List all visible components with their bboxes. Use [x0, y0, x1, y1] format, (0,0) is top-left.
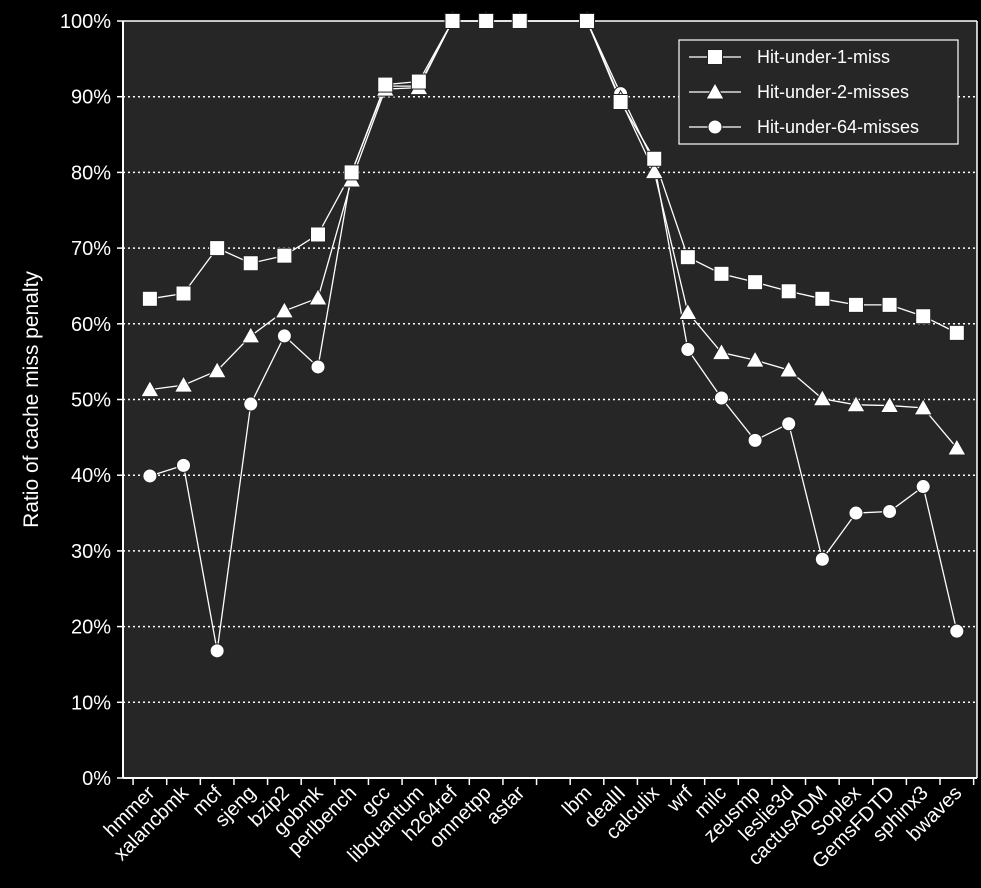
y-axis-label: Ratio of cache miss penalty [20, 271, 43, 528]
data-point-square [915, 308, 932, 325]
y-tick-label: 70% [71, 238, 111, 260]
data-point-square [578, 13, 595, 29]
x-tick-labels: hmmerxalancbmkmcfsjengbzip2gobmkperlbenc… [100, 781, 966, 873]
data-point-square [175, 285, 192, 302]
axes [117, 20, 978, 785]
y-tick-label: 40% [71, 465, 111, 487]
y-tick-labels: 0% 10% 20% 30% 40% 50% 60% 70% 80% 90% 100% [60, 11, 111, 790]
data-point-square [511, 13, 528, 29]
x-tick-label: astar [482, 782, 529, 829]
legend-label: Hit-under-1-miss [757, 47, 890, 67]
legend-marker-circle [707, 119, 723, 135]
data-point-square [713, 265, 730, 282]
data-point-triangle [644, 161, 665, 180]
data-point-triangle [946, 437, 967, 456]
y-tick-label: 10% [71, 692, 111, 714]
legend: Hit-under-1-miss Hit-under-2-misses Hit-un… [678, 39, 959, 145]
data-point-circle [781, 416, 797, 432]
data-point-triangle [173, 375, 194, 393]
data-point-triangle [778, 359, 799, 378]
data-point-circle [310, 359, 326, 375]
data-point-square [646, 150, 663, 167]
data-point-square [209, 240, 226, 257]
data-point-circle [176, 457, 192, 473]
data-point-triangle [140, 379, 160, 398]
y-tick-label: 0% [82, 768, 111, 790]
y-tick-label: 80% [71, 162, 111, 184]
data-point-square [343, 164, 360, 181]
data-point-square [276, 247, 293, 264]
data-point-square [780, 283, 797, 300]
y-tick-label: 30% [71, 541, 111, 563]
data-point-triangle [812, 388, 833, 407]
x-tick-label: wrf [662, 782, 697, 817]
y-tick-label: 20% [71, 617, 111, 639]
data-point-square [478, 13, 495, 29]
data-point-circle [848, 505, 864, 521]
data-point-square [814, 290, 831, 307]
legend-label: Hit-under-2-misses [757, 82, 909, 102]
data-point-circle [142, 468, 158, 484]
data-point-square [948, 324, 965, 341]
data-point-square [310, 226, 327, 243]
data-point-circle [713, 390, 729, 406]
data-point-triangle [274, 300, 295, 319]
legend-label: Hit-under-64-misses [757, 117, 919, 137]
data-point-triangle [308, 288, 328, 306]
data-point-square [141, 290, 158, 307]
data-point-triangle [207, 360, 227, 379]
data-point-triangle [240, 325, 261, 344]
data-point-square [881, 296, 898, 313]
data-point-circle [243, 396, 259, 412]
series-layer [140, 10, 967, 659]
data-point-square [410, 73, 427, 90]
data-point-circle [276, 328, 292, 344]
data-point-square [242, 255, 259, 272]
y-tick-label: 60% [71, 314, 111, 336]
data-point-square [847, 296, 864, 313]
data-point-triangle [745, 350, 765, 368]
y-tick-label: 50% [71, 390, 111, 412]
data-point-circle [747, 432, 763, 448]
data-point-triangle [879, 395, 900, 414]
data-point-circle [209, 643, 225, 659]
data-point-circle [680, 342, 696, 358]
data-point-square [612, 93, 629, 110]
data-point-circle [882, 504, 898, 520]
data-point-triangle [711, 342, 732, 361]
data-point-square [444, 13, 461, 29]
data-point-triangle [846, 394, 866, 413]
y-tick-label: 90% [71, 87, 111, 109]
data-point-square [377, 76, 394, 93]
data-point-circle [915, 479, 931, 495]
legend-marker-square [707, 49, 723, 65]
data-point-square [747, 274, 764, 291]
data-point-triangle [677, 302, 698, 320]
y-tick-label: 100% [60, 11, 111, 33]
data-point-square [679, 249, 696, 266]
data-point-triangle [913, 397, 934, 416]
legend-marker-triangle [705, 81, 725, 100]
data-point-circle [814, 551, 830, 567]
data-point-circle [949, 623, 965, 639]
